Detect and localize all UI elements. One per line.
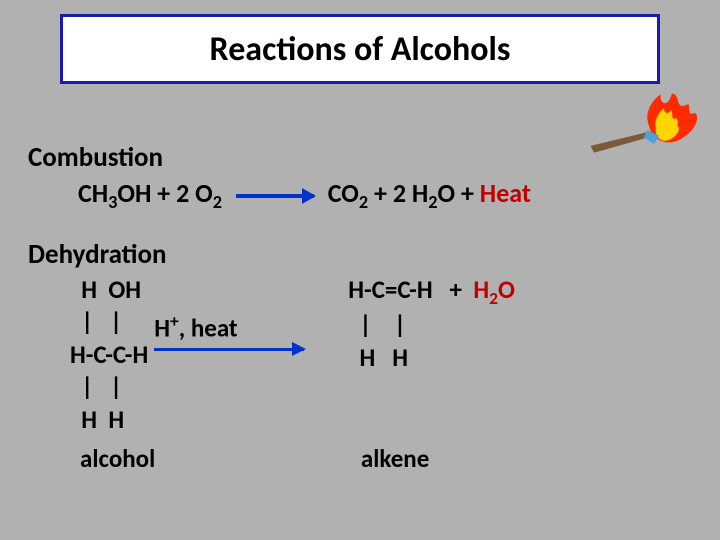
structure-labels: alcohol alkene	[80, 442, 688, 476]
page-title: Reactions of Alcohols	[210, 29, 511, 70]
label-alcohol: alcohol	[80, 443, 155, 474]
combustion-equation: CH3OH + 2 O2 CO2 + 2 H2O + Heat	[78, 176, 688, 215]
arrow-icon	[154, 348, 304, 351]
arrow-conditions: H+, heat	[154, 310, 237, 345]
eq1-lhs: CH3OH + 2 O2	[78, 177, 222, 209]
alcohol-structure: H OH | | H-C-C-H | | H H	[70, 274, 148, 437]
dehydration-structures: H OH | | H-C-C-H | | H H H+, heat H-C=C-…	[70, 274, 688, 437]
heat-text: Heat	[480, 177, 531, 209]
content-area: Combustion CH3OH + 2 O2 CO2 + 2 H2O + He…	[28, 140, 688, 476]
heading-dehydration: Dehydration	[28, 237, 688, 273]
arrow-icon	[236, 194, 314, 198]
reaction-arrow-area: H+, heat	[148, 274, 348, 437]
eq1-rhs: CO2 + 2 H2O + Heat	[328, 177, 531, 209]
alkene-structure: H-C=C-H + H2O | | H H	[348, 274, 515, 437]
heading-combustion: Combustion	[28, 140, 688, 176]
title-box: Reactions of Alcohols	[60, 14, 660, 84]
label-alkene: alkene	[361, 443, 429, 474]
